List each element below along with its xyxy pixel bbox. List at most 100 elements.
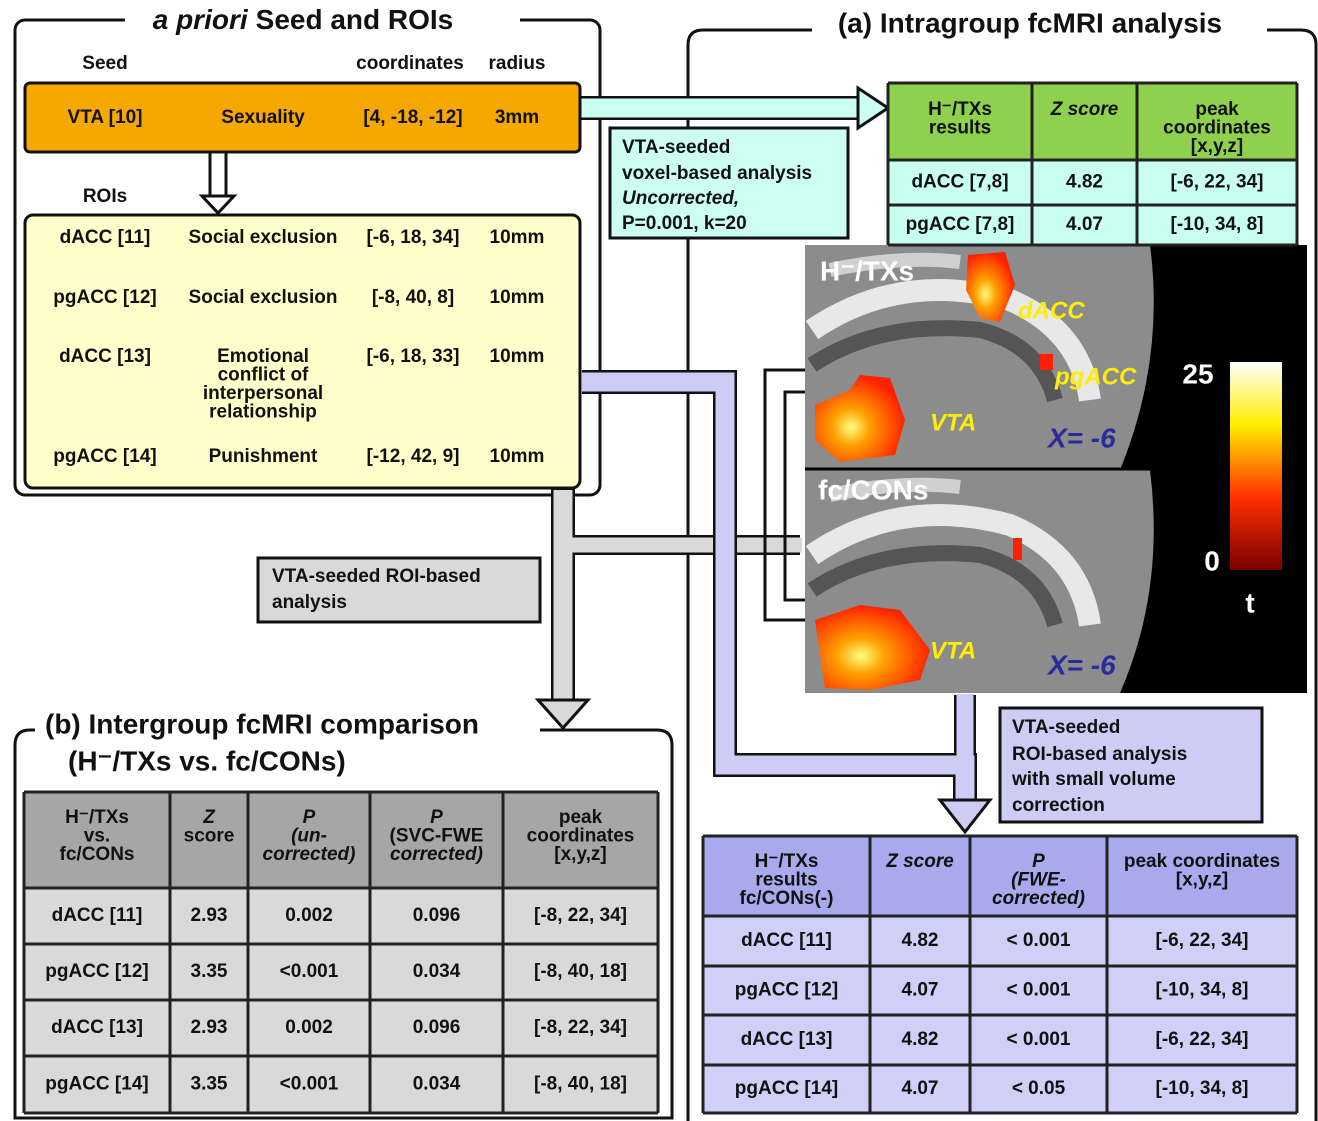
table-cell: < 0.001 — [1007, 1029, 1071, 1050]
table-cell: dACC [7,8] — [911, 172, 1008, 193]
table-cell: 4.82 — [1066, 172, 1103, 193]
table-cell: dACC [13] — [741, 1029, 833, 1050]
table-cell: pgACC [12] — [735, 980, 838, 1001]
seed-cell: [4, -18, -12] — [363, 107, 462, 128]
table-cell: < 0.05 — [1012, 1078, 1066, 1099]
table-cell: 3.35 — [191, 1074, 228, 1095]
title-italic: a priori — [153, 4, 249, 35]
section-label: ROIs — [83, 186, 127, 207]
table-cell: dACC [13] — [51, 1017, 143, 1038]
activation-blob — [1040, 354, 1053, 370]
roi-region: pgACC [12] — [53, 287, 156, 308]
box-text: VTA-seeded ROI-based — [272, 566, 481, 587]
table-cell: [-10, 34, 8] — [1156, 1078, 1249, 1099]
table-cell: [-8, 22, 34] — [534, 1017, 627, 1038]
table-cell: 4.07 — [902, 1078, 939, 1099]
table-cell: 2.93 — [191, 1017, 228, 1038]
colorbar-label: 0 — [1204, 545, 1220, 576]
table-cell: pgACC [7,8] — [906, 214, 1015, 235]
column-header: Seed — [82, 53, 127, 74]
roi-radius: 10mm — [490, 227, 545, 248]
table-header: score — [184, 826, 235, 847]
panel-title: (a) Intragroup fcMRI analysis — [838, 7, 1222, 38]
roi-coordinates: [-8, 40, 8] — [372, 287, 454, 308]
region-label: VTA — [930, 637, 976, 664]
roi-coordinates: [-6, 18, 33] — [367, 346, 460, 367]
colorbar-label: t — [1245, 587, 1254, 618]
image-label: H⁻/TXs — [820, 255, 914, 286]
table-header: [x,y,z] — [1191, 136, 1243, 157]
table-header: Z score — [1050, 99, 1119, 120]
table-cell: [-6, 22, 34] — [1156, 930, 1249, 951]
table-cell: 4.82 — [902, 1029, 939, 1050]
region-label: dACC — [1018, 297, 1085, 324]
box-text: with small volume — [1011, 769, 1176, 790]
region-label: VTA — [930, 409, 976, 436]
table-cell: < 0.001 — [1007, 980, 1071, 1001]
roi-topic: Social exclusion — [189, 227, 338, 248]
slice-label: X= -6 — [1046, 422, 1116, 453]
table-header: [x,y,z] — [1176, 870, 1228, 891]
table-cell: [-10, 34, 8] — [1156, 980, 1249, 1001]
box-text: VTA-seeded — [622, 137, 730, 158]
table-cell: 4.07 — [902, 980, 939, 1001]
table-cell: 0.034 — [413, 961, 461, 982]
table-cell: [-6, 22, 34] — [1156, 1029, 1249, 1050]
arrowhead — [858, 88, 888, 128]
panel-title: (H⁻/TXs vs. fc/CONs) — [68, 745, 346, 776]
arrowhead — [538, 700, 588, 728]
table-cell: 4.82 — [902, 930, 939, 951]
table-cell: dACC [11] — [741, 930, 832, 951]
box-text: ROI-based analysis — [1012, 744, 1187, 765]
region-label: pgACC — [1054, 363, 1137, 390]
table-cell: 0.096 — [413, 1017, 461, 1038]
table-cell: [-6, 22, 34] — [1171, 172, 1264, 193]
table-cell: [-8, 22, 34] — [534, 905, 627, 926]
table-header: corrected) — [390, 844, 483, 865]
table-cell: 0.034 — [413, 1074, 461, 1095]
box-text: analysis — [272, 592, 347, 613]
box-text: VTA-seeded — [1012, 717, 1120, 738]
table-cell: <0.001 — [280, 961, 339, 982]
roi-topic: relationship — [209, 402, 317, 423]
table-cell: 0.002 — [285, 1017, 333, 1038]
table-header: Z score — [885, 851, 954, 872]
seed-cell: 3mm — [495, 107, 539, 128]
panel-title: (b) Intergroup fcMRI comparison — [45, 708, 479, 739]
table-cell: [-8, 40, 18] — [534, 1074, 627, 1095]
table-cell: [-10, 34, 8] — [1171, 214, 1264, 235]
roi-radius: 10mm — [490, 287, 545, 308]
bracket-line — [785, 392, 806, 600]
table-cell: pgACC [12] — [45, 961, 148, 982]
box-text: Uncorrected, — [622, 188, 739, 209]
roi-topic: Social exclusion — [189, 287, 338, 308]
column-header: coordinates — [356, 53, 464, 74]
roi-region: dACC [11] — [60, 227, 151, 248]
roi-region: dACC [13] — [59, 346, 151, 367]
roi-region: pgACC [14] — [53, 446, 156, 467]
seed-cell: VTA [10] — [68, 107, 143, 128]
table-cell: dACC [11] — [52, 905, 143, 926]
table-cell: 2.93 — [191, 905, 228, 926]
table-cell: < 0.001 — [1007, 930, 1071, 951]
roi-coordinates: [-6, 18, 34] — [367, 227, 460, 248]
title-text: Seed and ROIs — [256, 4, 454, 35]
table-header: results — [929, 118, 991, 139]
image-label: fc/CONs — [818, 474, 928, 505]
table-cell: 0.002 — [285, 905, 333, 926]
slice-label: X= -6 — [1046, 649, 1116, 680]
table-cell: 0.096 — [413, 905, 461, 926]
table-header: corrected) — [263, 844, 356, 865]
table-header: corrected) — [992, 888, 1085, 909]
roi-radius: 10mm — [490, 446, 545, 467]
colorbar-label: 25 — [1182, 358, 1213, 389]
roi-coordinates: [-12, 42, 9] — [367, 446, 460, 467]
table-cell: <0.001 — [280, 1074, 339, 1095]
activation-blob — [1013, 538, 1022, 560]
box-text: P=0.001, k=20 — [622, 213, 747, 234]
table-cell: pgACC [14] — [735, 1078, 838, 1099]
arrowhead — [940, 800, 990, 832]
table-cell: pgACC [14] — [45, 1074, 148, 1095]
colorbar — [1230, 362, 1282, 570]
